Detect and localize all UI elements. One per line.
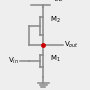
Text: M$_2$: M$_2$ xyxy=(50,15,61,25)
Text: M$_1$: M$_1$ xyxy=(50,54,61,64)
Text: V$_{out}$: V$_{out}$ xyxy=(64,40,79,50)
Text: V$_{DD}$: V$_{DD}$ xyxy=(50,0,64,4)
Text: V$_{in}$: V$_{in}$ xyxy=(8,56,19,66)
